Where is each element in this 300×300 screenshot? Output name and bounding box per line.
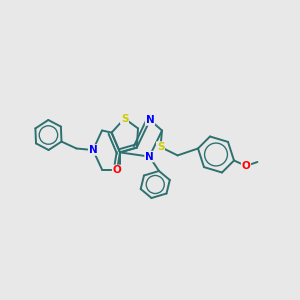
Text: N: N [146,115,154,125]
Text: N: N [88,145,98,155]
Text: O: O [242,161,250,171]
Text: O: O [112,165,122,176]
Text: N: N [145,152,154,162]
Text: S: S [121,113,128,124]
Text: S: S [157,142,164,152]
